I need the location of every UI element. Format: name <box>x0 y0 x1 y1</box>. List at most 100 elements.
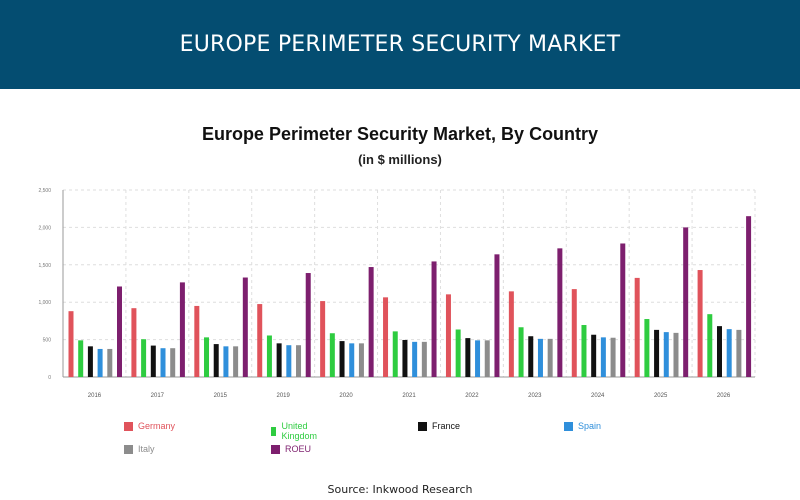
bar-germany-2020 <box>320 301 326 377</box>
legend-label: Spain <box>578 421 602 431</box>
legend-item-france: France <box>418 421 460 431</box>
legend-swatch <box>564 421 573 431</box>
bar-france-2022 <box>465 338 471 377</box>
bar-italy-2022 <box>484 340 490 377</box>
bar-spain-2025 <box>663 332 669 377</box>
bar-united-kingdom-2023 <box>518 327 524 377</box>
bar-france-2016 <box>87 346 93 377</box>
x-tick-label: 2015 <box>214 393 228 399</box>
bar-italy-2015 <box>233 346 239 377</box>
bar-germany-2016 <box>68 311 74 377</box>
bar-united-kingdom-2021 <box>392 331 398 377</box>
bar-roeu-2024 <box>620 243 626 377</box>
bar-spain-2015 <box>223 346 229 377</box>
legend-swatch <box>271 426 277 436</box>
legend-swatch <box>418 421 427 431</box>
bar-spain-2024 <box>600 337 606 377</box>
bar-roeu-2015 <box>242 277 248 377</box>
legend-item-spain: Spain <box>564 421 601 431</box>
x-tick-label: 2017 <box>151 393 165 399</box>
legend-label: France <box>432 421 461 431</box>
bar-united-kingdom-2015 <box>204 337 210 377</box>
bar-united-kingdom-2022 <box>455 329 461 377</box>
legend-label: United Kingdom <box>281 421 318 441</box>
bar-roeu-2026 <box>746 216 752 377</box>
bar-france-2015 <box>213 344 219 377</box>
x-tick-label: 2022 <box>465 393 479 399</box>
bar-france-2020 <box>339 341 345 377</box>
bar-roeu-2022 <box>494 254 500 377</box>
bar-germany-2015 <box>194 305 200 377</box>
bar-united-kingdom-2016 <box>78 340 84 377</box>
bar-italy-2026 <box>736 329 742 377</box>
bar-spain-2023 <box>537 338 543 377</box>
bar-france-2025 <box>654 329 660 377</box>
legend-label: ROEU <box>285 444 312 454</box>
bar-germany-2024 <box>571 289 577 377</box>
bar-roeu-2017 <box>179 282 185 377</box>
x-tick-label: 2023 <box>528 393 542 399</box>
bar-roeu-2023 <box>557 248 563 377</box>
chart-title: Europe Perimeter Security Market, By Cou… <box>201 124 599 144</box>
x-tick-label: 2020 <box>339 393 353 399</box>
bar-united-kingdom-2024 <box>581 325 587 377</box>
source-note: Source: Inkwood Research <box>327 483 473 496</box>
x-tick-label: 2016 <box>88 393 102 399</box>
bar-italy-2024 <box>610 337 616 377</box>
bar-france-2024 <box>591 334 597 377</box>
bar-united-kingdom-2020 <box>329 333 335 377</box>
bar-spain-2026 <box>726 329 732 377</box>
bar-italy-2016 <box>107 348 113 377</box>
chart-subtitle: (in $ millions) <box>358 152 442 167</box>
x-tick-label: 2019 <box>277 393 291 399</box>
header-banner: EUROPE PERIMETER SECURITY MARKET <box>0 0 800 89</box>
legend-swatch <box>124 421 133 431</box>
x-tick-label: 2026 <box>717 393 731 399</box>
bar-italy-2021 <box>421 341 427 377</box>
bar-germany-2026 <box>697 270 703 377</box>
legend-item-italy: Italy <box>124 444 155 454</box>
bar-germany-2025 <box>634 277 640 377</box>
bar-roeu-2021 <box>431 261 437 377</box>
y-tick-label: 1,500 <box>38 263 51 269</box>
y-tick-label: 0 <box>48 375 51 381</box>
bar-roeu-2020 <box>368 267 374 377</box>
y-tick-label: 2,000 <box>38 225 51 231</box>
x-tick-label: 2024 <box>591 393 605 399</box>
bar-germany-2017 <box>131 308 137 377</box>
bar-france-2017 <box>150 345 156 377</box>
bar-italy-2020 <box>358 343 364 377</box>
x-tick-label: 2021 <box>402 393 416 399</box>
bar-chart: 0 500 1,000 1,500 2,000 2,500 2016 2017 2015 2019… <box>38 188 756 399</box>
legend-item-germany: Germany <box>124 421 175 431</box>
bar-italy-2025 <box>673 332 679 377</box>
bar-germany-2022 <box>445 294 451 377</box>
bar-spain-2019 <box>286 345 292 377</box>
legend-swatch <box>124 444 133 454</box>
bar-germany-2019 <box>257 304 263 377</box>
bar-italy-2023 <box>547 338 553 377</box>
bar-roeu-2025 <box>683 227 689 377</box>
bar-united-kingdom-2019 <box>266 335 272 377</box>
bar-spain-2017 <box>160 348 166 377</box>
bar-france-2026 <box>716 326 722 377</box>
bar-germany-2021 <box>383 297 389 377</box>
y-tick-label: 2,500 <box>38 188 51 194</box>
bar-france-2023 <box>528 336 534 377</box>
bar-france-2019 <box>276 343 282 377</box>
bar-roeu-2016 <box>117 286 122 377</box>
bar-italy-2017 <box>170 348 176 377</box>
bar-france-2021 <box>402 339 408 377</box>
bar-spain-2022 <box>475 340 481 377</box>
bar-spain-2016 <box>97 348 103 377</box>
bar-roeu-2019 <box>305 273 311 377</box>
legend-item-united-kingdom: United Kingdom <box>271 421 321 441</box>
x-tick-label: 2025 <box>654 393 668 399</box>
bar-united-kingdom-2026 <box>707 314 713 377</box>
legend-label: Italy <box>138 444 155 454</box>
legend-swatch <box>271 444 280 454</box>
bar-germany-2023 <box>508 291 514 377</box>
bar-united-kingdom-2017 <box>141 339 147 377</box>
banner-title: EUROPE PERIMETER SECURITY MARKET <box>179 32 621 57</box>
bar-spain-2021 <box>412 341 418 377</box>
